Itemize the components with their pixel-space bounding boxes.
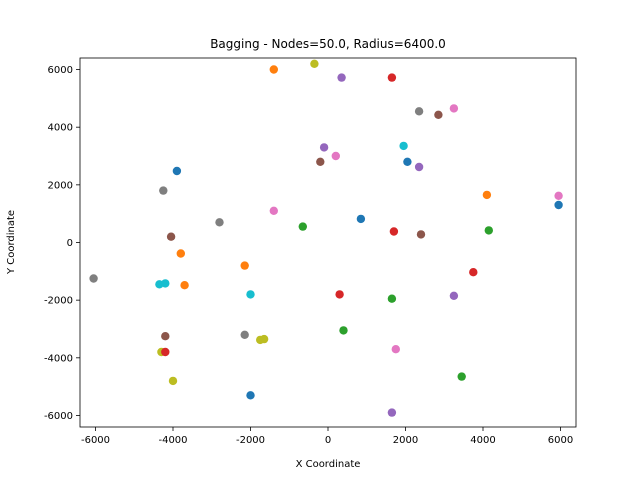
- scatter-point: [176, 249, 185, 258]
- y-axis-ticks: -6000 -4000 -2000 0 2000 4000 6000: [44, 65, 80, 422]
- x-axis-ticks: -6000 -4000 -2000 0 2000 4000 6000: [81, 427, 573, 446]
- scatter-point: [391, 345, 400, 354]
- scatter-point: [335, 290, 344, 299]
- x-tick-label: 2000: [393, 435, 418, 446]
- scatter-point: [403, 157, 412, 166]
- x-tick-label: 0: [325, 435, 331, 446]
- scatter-point: [215, 218, 224, 227]
- x-tick-label: -2000: [236, 435, 265, 446]
- scatter-point: [484, 226, 493, 235]
- scatter-point: [259, 334, 269, 344]
- plot-frame: [79, 57, 577, 428]
- y-tick-label: 6000: [48, 65, 73, 76]
- scatter-point: [168, 376, 178, 386]
- scatter-point: [414, 162, 424, 172]
- scatter-point: [554, 200, 563, 210]
- scatter-point: [161, 279, 170, 288]
- scatter-point: [316, 157, 325, 166]
- scatter-point: [387, 408, 397, 417]
- scatter-point: [449, 104, 459, 113]
- scatter-point: [240, 330, 249, 339]
- scatter-point: [399, 141, 408, 151]
- scatter-point: [240, 261, 249, 270]
- x-tick-label: 4000: [470, 435, 495, 446]
- x-tick-label: -6000: [81, 435, 110, 446]
- scatter-point: [414, 107, 424, 116]
- scatter-point: [331, 151, 340, 161]
- scatter-point: [387, 294, 397, 303]
- y-tick-label: 2000: [48, 180, 73, 191]
- y-tick-label: 0: [67, 238, 73, 249]
- scatter-point: [482, 190, 492, 200]
- chart-title: Bagging - Nodes=50.0, Radius=6400.0: [210, 37, 446, 51]
- scatter-point: [310, 59, 319, 68]
- scatter-point: [356, 214, 366, 224]
- scatter-point: [180, 281, 189, 290]
- y-tick-label: -2000: [44, 296, 73, 307]
- scatter-point: [387, 73, 397, 82]
- scatter-point: [416, 230, 426, 239]
- scatter-point: [161, 347, 170, 357]
- scatter-point: [319, 143, 329, 152]
- scatter-point: [89, 274, 98, 283]
- scatter-point: [269, 65, 278, 74]
- scatter-point: [166, 232, 176, 241]
- scatter-point: [339, 326, 348, 335]
- scatter-point: [159, 186, 168, 195]
- scatter-point: [161, 332, 170, 341]
- scatter-point: [469, 268, 478, 277]
- scatter-point: [269, 206, 278, 215]
- scatter-point: [337, 73, 346, 82]
- x-axis-label: X Coordinate: [296, 459, 361, 470]
- plot-area: [89, 59, 563, 417]
- x-tick-label: 6000: [548, 435, 573, 446]
- scatter-point: [298, 222, 307, 231]
- y-tick-label: -6000: [44, 411, 73, 422]
- scatter-point: [246, 290, 255, 299]
- y-tick-label: -4000: [44, 353, 73, 364]
- scatter-point: [389, 227, 399, 236]
- scatter-point: [172, 166, 182, 176]
- scatter-point: [246, 391, 255, 400]
- scatter-point: [434, 110, 443, 120]
- x-tick-label: -4000: [158, 435, 187, 446]
- scatter-point: [554, 191, 563, 200]
- scatter-point: [457, 372, 466, 381]
- scatter-point: [449, 291, 459, 300]
- y-tick-label: 4000: [48, 123, 73, 134]
- y-axis-label: Y Coordinate: [6, 210, 17, 275]
